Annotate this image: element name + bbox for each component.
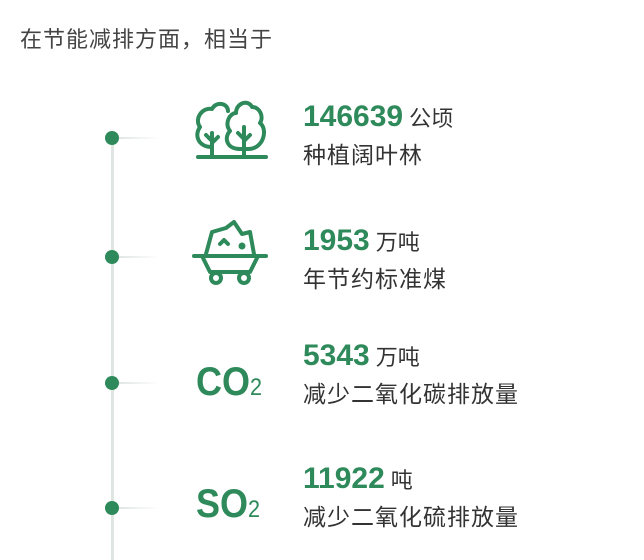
co2-icon: CO2 — [196, 360, 263, 404]
stat-description: 减少二氧化硫排放量 — [303, 505, 519, 531]
stat-item-co2: CO2 5343 万吨 减少二氧化碳排放量 — [0, 335, 644, 435]
connector-line — [119, 137, 159, 139]
timeline-line — [111, 140, 114, 560]
trees-icon — [195, 100, 268, 159]
stat-description: 年节约标准煤 — [303, 267, 447, 293]
connector-line — [119, 256, 159, 258]
connector-line — [119, 507, 159, 509]
timeline-dot — [105, 501, 119, 515]
connector-line — [119, 382, 159, 384]
stat-description: 种植阔叶林 — [303, 143, 423, 169]
timeline-dot — [105, 376, 119, 390]
stat-value: 146639 — [303, 100, 404, 133]
coal-cart-icon — [192, 220, 268, 285]
stat-item-forest: 146639 公顷 种植阔叶林 — [0, 90, 644, 190]
stat-value: 11922 — [303, 462, 385, 495]
stat-description: 减少二氧化碳排放量 — [303, 382, 519, 408]
stat-item-coal: 1953 万吨 年节约标准煤 — [0, 210, 644, 310]
stat-unit: 公顷 — [409, 107, 454, 132]
stat-value: 1953 — [303, 224, 370, 257]
stat-unit: 万吨 — [375, 231, 420, 256]
timeline-dot — [105, 131, 119, 145]
timeline-dot — [105, 250, 119, 264]
stat-unit: 万吨 — [375, 346, 420, 371]
stat-value: 5343 — [303, 339, 370, 372]
stat-item-so2: SO2 11922 吨 减少二氧化硫排放量 — [0, 460, 644, 560]
page-title: 在节能减排方面，相当于 — [20, 28, 274, 53]
so2-icon: SO2 — [196, 482, 261, 526]
stat-unit: 吨 — [390, 469, 413, 494]
